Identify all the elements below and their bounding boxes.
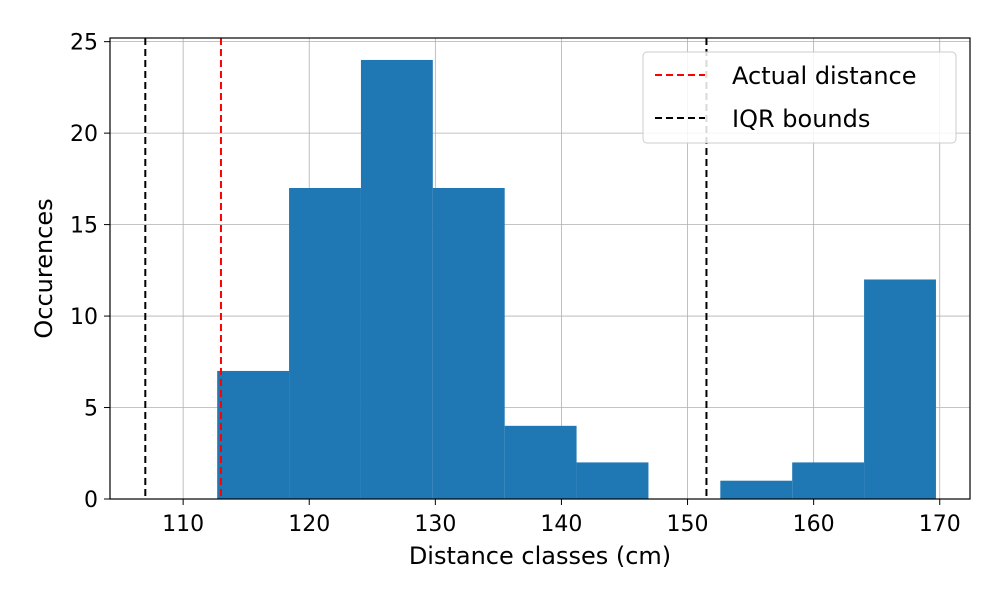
- legend-label: Actual distance: [732, 62, 917, 90]
- x-tick-label: 130: [414, 512, 456, 537]
- plot-frame: [109, 37, 971, 500]
- histogram-bar: [720, 480, 793, 499]
- histogram-bar: [289, 188, 361, 499]
- y-tick-label: 10: [70, 305, 98, 330]
- y-tick-label: 0: [84, 488, 98, 513]
- legend-label: IQR bounds: [732, 105, 870, 133]
- x-tick-label: 170: [919, 512, 961, 537]
- x-axis-ticks: 110 120 130 140 150 160 170: [162, 499, 961, 537]
- y-tick-label: 20: [70, 122, 98, 147]
- x-tick-label: 160: [793, 512, 835, 537]
- histogram-bar: [360, 59, 433, 499]
- legend-box: [642, 51, 957, 144]
- y-axis-ticks: 0 5 10 15 20 25: [70, 31, 110, 513]
- legend: Actual distance IQR bounds: [642, 51, 957, 144]
- y-axis-label: Occurences: [30, 198, 58, 338]
- x-tick-label: 110: [162, 512, 204, 537]
- histogram-bar: [432, 188, 505, 499]
- x-tick-label: 150: [667, 512, 709, 537]
- y-tick-label: 15: [70, 214, 98, 239]
- y-tick-label: 5: [84, 397, 98, 422]
- x-tick-label: 120: [288, 512, 330, 537]
- histogram-bars: [217, 59, 936, 499]
- y-tick-label: 25: [70, 31, 98, 56]
- histogram-bar: [576, 462, 649, 499]
- histogram-bar: [504, 425, 577, 499]
- x-tick-label: 140: [540, 512, 582, 537]
- x-axis-label: Distance classes (cm): [409, 542, 671, 570]
- histogram-bar: [217, 370, 290, 499]
- histogram-bar: [864, 279, 936, 499]
- histogram-bar: [792, 462, 865, 499]
